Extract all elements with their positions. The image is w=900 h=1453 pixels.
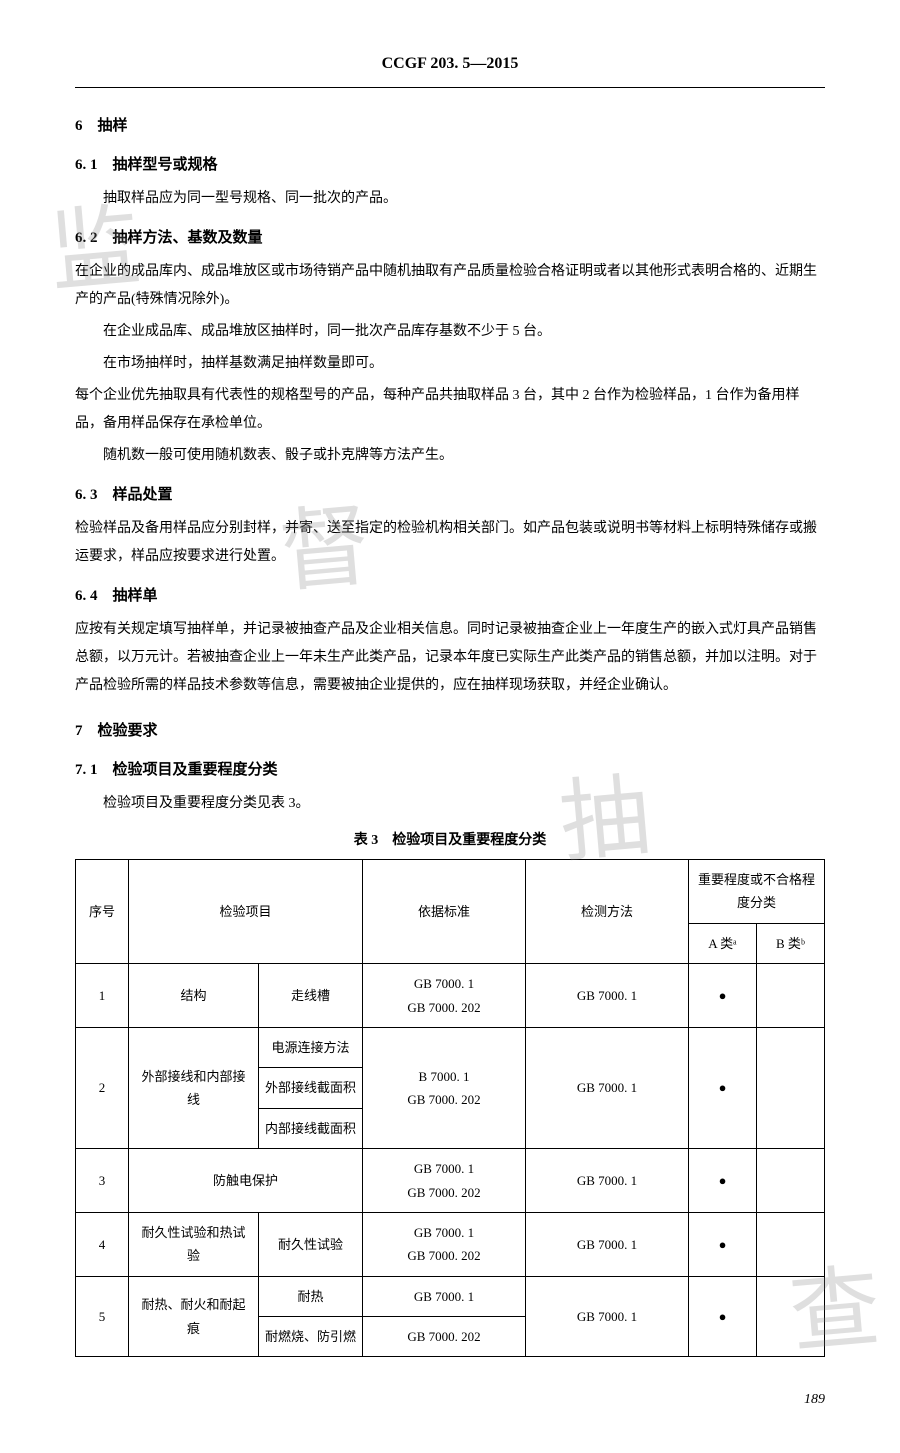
cell: 外部接线截面积	[258, 1068, 362, 1108]
cell	[757, 1276, 825, 1357]
th-method: 检测方法	[526, 859, 689, 963]
section-6-2-p5: 随机数一般可使用随机数表、骰子或扑克牌等方法产生。	[75, 442, 825, 470]
table-header-row-1: 序号 检验项目 依据标准 检测方法 重要程度或不合格程度分类	[76, 859, 825, 923]
cell: 外部接线和内部接线	[129, 1027, 259, 1148]
cell: 电源连接方法	[258, 1027, 362, 1067]
table-row-5a: 5 耐热、耐火和耐起痕 耐热 GB 7000. 1 GB 7000. 1 ●	[76, 1276, 825, 1316]
page-header: CCGF 203. 5—2015	[75, 50, 825, 88]
cell: GB 7000. 1	[526, 964, 689, 1028]
th-basis: 依据标准	[363, 859, 526, 963]
page-container: 监 督 抽 查 CCGF 203. 5—2015 6 抽样 6. 1 抽样型号或…	[0, 0, 900, 1453]
section-6-2-p1: 在企业的成品库内、成品堆放区或市场待销产品中随机抽取有产品质量检验合格证明或者以…	[75, 258, 825, 314]
cell: GB 7000. 1	[526, 1276, 689, 1357]
th-seq: 序号	[76, 859, 129, 963]
section-7-1-title: 7. 1 检验项目及重要程度分类	[75, 757, 825, 784]
cell	[757, 964, 825, 1028]
th-class-a: A 类ᵃ	[689, 923, 757, 963]
section-6-2-p2: 在企业成品库、成品堆放区抽样时，同一批次产品库存基数不少于 5 台。	[75, 318, 825, 346]
cell-line2: GB 7000. 202	[369, 996, 519, 1019]
cell: GB 7000. 1	[363, 1276, 526, 1316]
section-6-3-title: 6. 3 样品处置	[75, 482, 825, 509]
table-3: 序号 检验项目 依据标准 检测方法 重要程度或不合格程度分类 A 类ᵃ B 类ᵇ…	[75, 859, 825, 1357]
cell: GB 7000. 1 GB 7000. 202	[363, 964, 526, 1028]
th-grade: 重要程度或不合格程度分类	[689, 859, 825, 923]
cell	[757, 1212, 825, 1276]
section-6-1-p1: 抽取样品应为同一型号规格、同一批次的产品。	[75, 185, 825, 213]
cell: GB 7000. 1	[526, 1212, 689, 1276]
cell: 耐热	[258, 1276, 362, 1316]
cell: ●	[689, 1212, 757, 1276]
section-6-4-p1: 应按有关规定填写抽样单，并记录被抽查产品及企业相关信息。同时记录被抽查企业上一年…	[75, 616, 825, 700]
cell-line1: B 7000. 1	[369, 1065, 519, 1088]
table-row-3: 3 防触电保护 GB 7000. 1 GB 7000. 202 GB 7000.…	[76, 1149, 825, 1213]
cell-line1: GB 7000. 1	[369, 1157, 519, 1180]
cell-line1: GB 7000. 1	[369, 1221, 519, 1244]
section-6-2-p4: 每个企业优先抽取具有代表性的规格型号的产品，每种产品共抽取样品 3 台，其中 2…	[75, 382, 825, 438]
section-6-2-title: 6. 2 抽样方法、基数及数量	[75, 225, 825, 252]
cell: 防触电保护	[129, 1149, 363, 1213]
cell: GB 7000. 1	[526, 1027, 689, 1148]
cell: 5	[76, 1276, 129, 1357]
cell: B 7000. 1 GB 7000. 202	[363, 1027, 526, 1148]
cell	[757, 1149, 825, 1213]
th-item: 检验项目	[129, 859, 363, 963]
section-7-title: 7 检验要求	[75, 718, 825, 745]
cell: 耐久性试验和热试验	[129, 1212, 259, 1276]
cell: ●	[689, 1027, 757, 1148]
cell: GB 7000. 1 GB 7000. 202	[363, 1149, 526, 1213]
page-number: 189	[75, 1387, 825, 1412]
cell: 内部接线截面积	[258, 1108, 362, 1148]
th-class-b: B 类ᵇ	[757, 923, 825, 963]
section-6-2-p3: 在市场抽样时，抽样基数满足抽样数量即可。	[75, 350, 825, 378]
cell	[757, 1027, 825, 1148]
section-6-4-title: 6. 4 抽样单	[75, 583, 825, 610]
cell: 结构	[129, 964, 259, 1028]
cell-line2: GB 7000. 202	[369, 1244, 519, 1267]
cell-line1: GB 7000. 1	[369, 972, 519, 995]
cell: 走线槽	[258, 964, 362, 1028]
cell: 4	[76, 1212, 129, 1276]
section-7-1-p1: 检验项目及重要程度分类见表 3。	[75, 790, 825, 818]
section-6-3-p1: 检验样品及备用样品应分别封样，并寄、送至指定的检验机构相关部门。如产品包装或说明…	[75, 515, 825, 571]
section-6-1-title: 6. 1 抽样型号或规格	[75, 152, 825, 179]
cell: 1	[76, 964, 129, 1028]
table-row-1: 1 结构 走线槽 GB 7000. 1 GB 7000. 202 GB 7000…	[76, 964, 825, 1028]
cell-line2: GB 7000. 202	[369, 1181, 519, 1204]
cell: 3	[76, 1149, 129, 1213]
cell: GB 7000. 1 GB 7000. 202	[363, 1212, 526, 1276]
cell: ●	[689, 964, 757, 1028]
cell: GB 7000. 202	[363, 1317, 526, 1357]
cell: 2	[76, 1027, 129, 1148]
cell: ●	[689, 1149, 757, 1213]
cell-line2: GB 7000. 202	[369, 1088, 519, 1111]
cell: 耐燃烧、防引燃	[258, 1317, 362, 1357]
table-row-2a: 2 外部接线和内部接线 电源连接方法 B 7000. 1 GB 7000. 20…	[76, 1027, 825, 1067]
table-row-4: 4 耐久性试验和热试验 耐久性试验 GB 7000. 1 GB 7000. 20…	[76, 1212, 825, 1276]
cell: GB 7000. 1	[526, 1149, 689, 1213]
section-6-title: 6 抽样	[75, 113, 825, 140]
cell: 耐热、耐火和耐起痕	[129, 1276, 259, 1357]
cell: ●	[689, 1276, 757, 1357]
table-3-caption: 表 3 检验项目及重要程度分类	[75, 828, 825, 853]
cell: 耐久性试验	[258, 1212, 362, 1276]
